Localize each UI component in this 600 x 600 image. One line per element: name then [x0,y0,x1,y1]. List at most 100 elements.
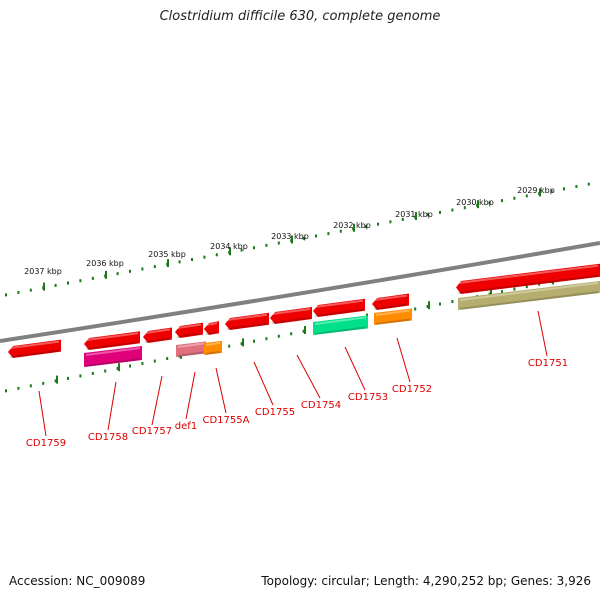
kbp-label: 2030 kbp [456,198,494,207]
ruler-dot [67,281,69,285]
ruler-dot [141,267,144,271]
ruler-dot [364,225,367,229]
ruler-dot [253,339,255,343]
ruler-dot [575,184,578,188]
gene-label: CD1758 [88,432,128,443]
gene-features [8,263,600,367]
gene-label: CD1751 [528,358,568,369]
cat-cd1751-shade [459,290,599,310]
leader-line [344,346,366,391]
ruler-major-tick [43,282,45,291]
inner-ruler-ticks [5,272,590,393]
cat-cd1752-shade [375,318,411,325]
ruler-dot [290,332,293,336]
gene-cd1755-body [225,312,269,330]
ruler-dot [414,307,417,311]
accession-text: Accession: NC_009089 [9,574,146,588]
ruler-dot [277,334,280,338]
ruler-dot [513,196,516,200]
gene-cd1754 [270,306,312,324]
gene-cd1751-highlight [457,264,599,284]
kbp-labels: 2037 kbp 2036 kbp 2035 kbp 2034 kbp 2033 kbp… [24,186,555,276]
ruler-dot [153,359,156,363]
kbp-label: 2029 kbp [517,186,555,195]
gene-label: CD1753 [348,392,388,403]
ruler-dot [129,269,131,273]
gene-cd1758-shade [85,341,139,350]
ruler-major-tick [428,301,430,310]
leader-line [537,310,548,357]
kbp-label: 2033 kbp [271,232,309,241]
cat-cd1752 [374,308,412,325]
cat-cd1758 [84,346,142,367]
cat-cd1758-body [84,346,142,367]
gene-label: def1 [175,421,197,432]
ruler-major-tick [415,211,417,220]
gene-cd1758-body [84,331,140,350]
gene-cd1755a-body [204,321,219,335]
cat-cd1751-highlight [459,281,599,301]
kbp-label: 2031 kbp [395,210,433,219]
gene-cd1752-body [372,293,409,310]
ruler-dot [426,304,429,308]
cat-cd1753-shade [314,326,367,335]
ruler-dot [67,376,69,380]
gene-cd1757-highlight [144,328,171,334]
ruler-dot [327,232,330,236]
cat-cd1753-body [313,315,368,335]
gene-cd1757-body [143,327,172,343]
ruler-dot [550,189,553,193]
gene-labels: CD1759 CD1758 CD1757 def1 CD1755A CD1755 CD175… [26,358,568,449]
ruler-dot [426,213,429,217]
ruler-dot [228,344,231,348]
cat-cd1758-highlight [85,347,141,356]
ruler-dot [79,374,82,378]
ruler-dot [104,369,107,373]
ruler-dot [563,187,565,191]
ruler-dot [116,366,119,370]
outer-ruler-ticks [5,182,590,297]
gene-cd1759 [8,339,61,358]
gene-label-leaders [38,310,548,437]
ruler-dot [166,357,169,361]
ruler-dot [42,381,45,385]
cat-cd1755a-body [204,340,222,355]
leader-line [38,390,47,437]
ruler-dot [17,386,20,390]
kbp-label: 2034 kbp [210,242,248,251]
gene-label: CD1757 [132,426,172,437]
ruler-dot [401,217,404,221]
gene-cd1753-shade [314,308,364,317]
gene-def1-shade [176,332,202,338]
gene-label: CD1755A [203,415,250,426]
gene-cd1754-highlight [271,307,311,315]
ruler-dot [91,371,94,375]
gene-cd1755-shade [226,322,268,330]
ruler-dot [203,255,206,259]
cat-cd1752-body [374,308,412,325]
gene-cd1755-highlight [226,313,268,321]
ruler-dot [265,243,268,247]
gene-cd1759-highlight [9,340,60,349]
ruler-dot [129,364,131,368]
ruler-dot [339,229,342,233]
ruler-dot [587,182,590,186]
ruler-dot [488,201,491,205]
gene-cd1759-body [8,339,61,358]
ruler-dot [215,253,218,257]
ruler-dot [153,265,156,269]
gene-label: CD1755 [255,407,295,418]
gene-cd1759-shade [9,349,60,358]
ruler-dot [141,362,144,366]
cat-cd1755a [204,340,222,355]
gene-cd1753-body [313,298,365,317]
ruler-dot [513,287,516,291]
gene-cd1757 [143,327,172,343]
ruler-dot [240,342,243,346]
gene-cd1751 [456,263,600,294]
leader-line [151,375,163,426]
gene-cd1751-shade [457,274,599,294]
ruler-dot [277,241,280,245]
cat-cd1755a-highlight [205,341,221,346]
ruler-dot [315,234,317,238]
